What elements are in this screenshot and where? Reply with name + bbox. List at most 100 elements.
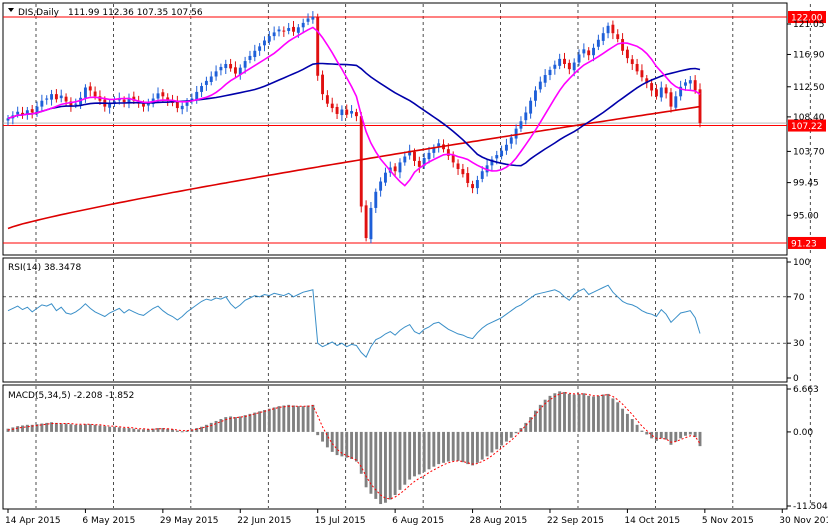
price-hlines [3,16,787,244]
macd-histogram-bar [340,431,344,457]
candle-body [161,92,165,97]
rsi-series-line [7,284,701,358]
candle-body [243,61,247,68]
macd-histogram-bar [625,413,629,432]
candle-body [340,109,344,116]
candle-body [446,149,450,156]
candle-body [432,147,436,153]
macd-histogram-bar [500,431,504,446]
x-tick-label: 30 Nov 2015 [779,516,828,526]
macd-histogram-bar [253,412,257,432]
symbol-label: DIS,Daily [18,8,60,18]
candle-body [534,90,537,101]
candle-body [88,86,92,91]
macd-histogram-bar [582,393,586,432]
level-price-tag [788,236,826,249]
triangle-down-icon [8,8,14,12]
candle-body [59,95,63,99]
macd-histogram-bar [432,431,436,467]
macd-histogram-bar [596,395,600,432]
rsi-line [7,284,701,358]
candle-body [693,80,697,91]
candle-body [209,76,213,83]
macd-histogram-bar [577,393,581,432]
macd-histogram-bar [214,420,218,432]
macd-histogram-bar [640,430,644,432]
macd-tick-label: 6.663 [793,385,819,395]
candle-body [277,29,281,32]
candle-body [616,34,620,40]
macd-histogram-bar [238,416,242,432]
macd-histogram-bar [509,431,513,438]
candle-body [316,17,320,76]
macd-histogram-bar [69,424,73,432]
rsi-grid [3,259,811,381]
price-axis: 122.00 107.22 91.23 121.05 116.90 112.50 108.4… [787,11,826,249]
sma-34-line [7,62,701,167]
macd-histogram-bar [50,422,54,432]
macd-histogram-bar [543,399,547,432]
candle-body [79,97,83,105]
price-tick-label: 95.00 [793,211,819,221]
candle-body [296,27,300,33]
candle-body [456,163,460,170]
candle-body [500,150,504,157]
macd-histogram-bar [645,431,649,435]
macd-histogram-bar [122,428,126,432]
macd-histogram-bar [103,426,107,432]
macd-histogram-bar [229,416,233,432]
macd-histogram-bar [127,428,131,432]
candle-body [267,36,271,42]
macd-histogram-bar [374,431,378,499]
rsi-title: RSI(14) 38.3478 [8,263,81,273]
candle-body [306,18,310,22]
macd-histogram-bar [572,394,576,432]
macd-histogram-bar [88,424,92,432]
candle-body [272,32,276,37]
rsi-axis: 100 70 30 0 [787,258,810,384]
macd-histogram-bar [563,391,566,432]
candle-body [74,103,78,105]
candle-body [475,180,479,189]
macd-histogram-bar [272,407,276,432]
macd-histogram-bar [538,404,542,432]
macd-histogram-bar [21,425,24,432]
candle-body [524,112,528,121]
macd-histogram-bar [132,428,136,432]
candle-body [122,99,126,103]
candle-body [224,64,228,69]
candle-body [369,207,373,240]
candle-body [408,150,412,156]
macd-histogram-bar [456,431,460,461]
macd-histogram-bar [393,431,397,496]
macd-histogram-bar [117,427,121,432]
candle-body [645,78,649,84]
macd-histogram-bar [59,423,63,432]
candle-body [108,103,112,108]
macd-histogram-bar [277,406,281,432]
candle-body [379,181,383,191]
macd-histogram-bar [384,431,387,503]
rsi-tick-label: 70 [793,293,805,303]
rsi-tick-label: 100 [793,258,810,268]
x-tick-label: 22 Sep 2015 [547,516,604,526]
candle-body [519,121,523,129]
macd-histogram-bar [611,398,615,432]
macd-histogram-bar [156,428,160,432]
candle-body [538,81,542,90]
candle-body [495,155,499,159]
macd-histogram-bar [180,431,184,433]
macd-histogram-bar [388,431,392,500]
candle-body [345,109,349,115]
macd-histogram-bar [311,404,315,432]
candle-body [175,101,179,109]
macd-histogram-bar [466,431,470,465]
macd-histogram-bar [650,431,654,439]
candle-body [572,62,576,71]
macd-histogram-bar [514,431,518,434]
candle-body [398,162,402,173]
price-panel-frame [2,2,788,256]
macd-histogram-bar [171,429,174,432]
macd-histogram-bar [446,431,450,462]
macd-histogram-bar [679,431,683,439]
